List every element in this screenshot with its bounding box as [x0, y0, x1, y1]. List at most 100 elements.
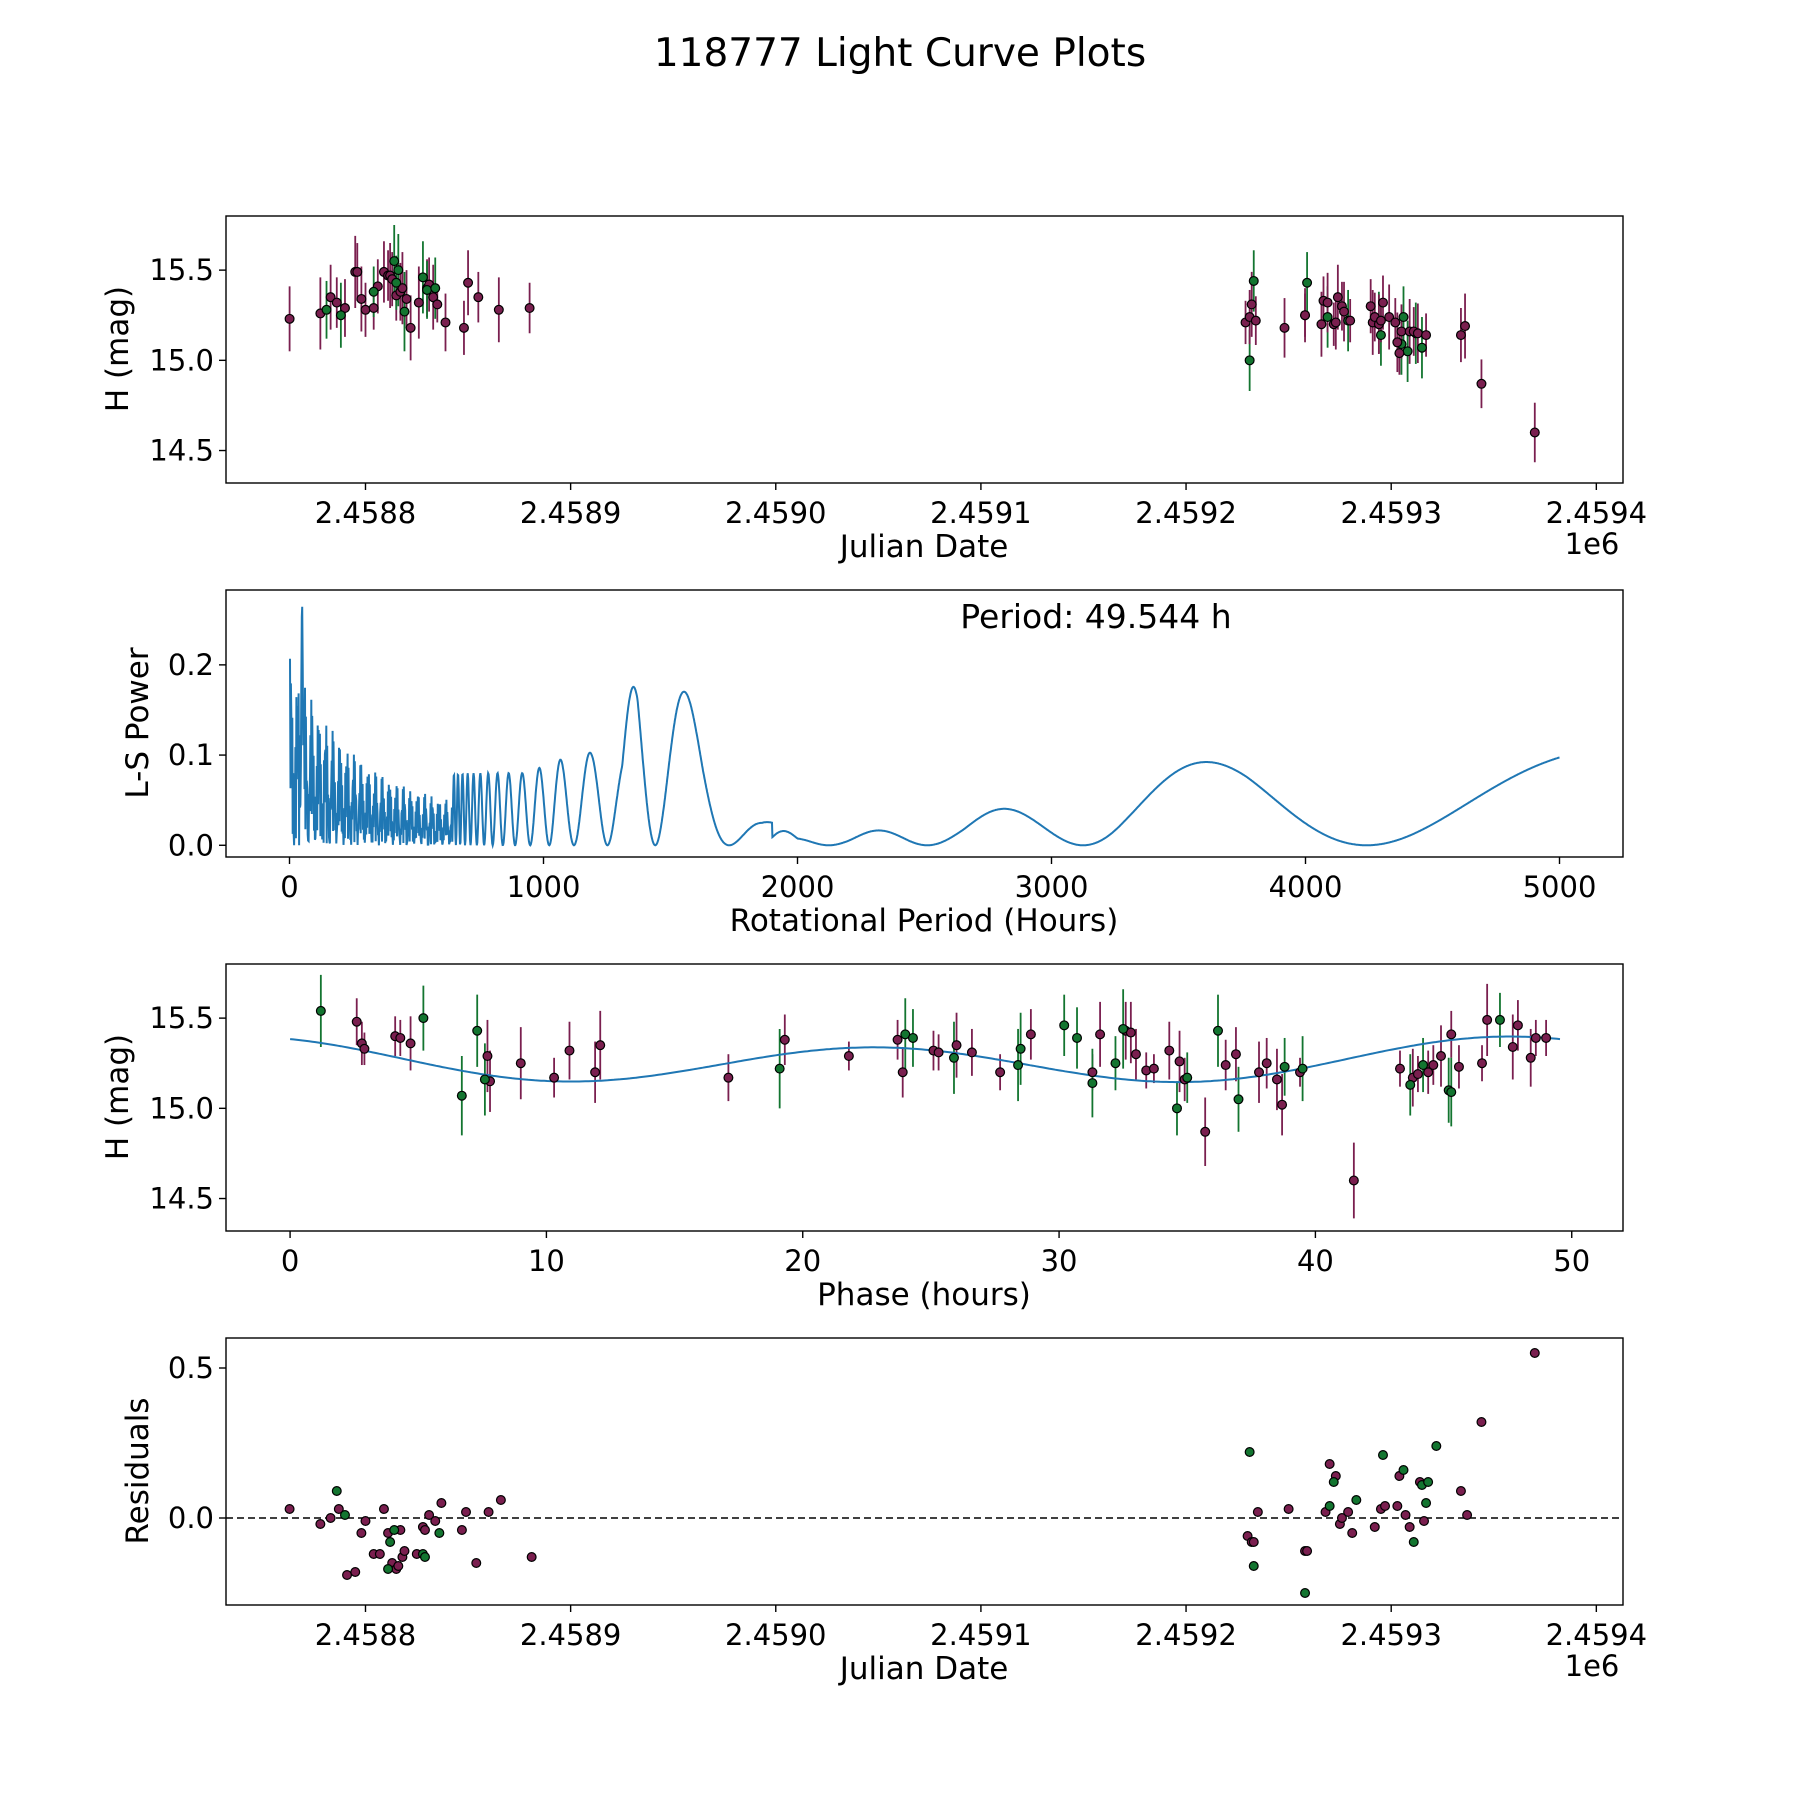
- g-band-residual: [339, 1509, 350, 1520]
- r-band-point: [590, 1067, 601, 1078]
- r-band-point: [482, 1051, 493, 1062]
- r-band-residual: [1336, 1512, 1347, 1523]
- periodogram-axes-frame: [225, 589, 1624, 858]
- r-band-point: [1512, 1020, 1523, 1031]
- x-tick-label: 2.4589: [520, 496, 621, 530]
- residuals-ticks: 2.4588 2.4589 2.4590 2.4591 2.4592 2.4593 2.45…: [168, 1351, 1647, 1652]
- x-tick-label: 2.4588: [315, 496, 416, 530]
- r-band-residual: [526, 1551, 537, 1562]
- r-band-point: [493, 304, 504, 315]
- r-band-point: [1477, 1058, 1488, 1069]
- r-band-point: [1148, 1063, 1159, 1074]
- g-band-point: [422, 284, 433, 295]
- g-band-point: [948, 1052, 959, 1063]
- r-band-residual: [436, 1497, 447, 1508]
- r-band-residual: [1529, 1347, 1540, 1358]
- r-band-point: [395, 1032, 406, 1043]
- r-band-point: [1396, 326, 1407, 337]
- g-band-point: [1375, 330, 1386, 341]
- g-band-point: [368, 286, 379, 297]
- r-band-point: [413, 297, 424, 308]
- r-band-point: [401, 293, 412, 304]
- r-band-point: [595, 1040, 606, 1051]
- r-band-point: [1541, 1032, 1552, 1043]
- g-band-point: [389, 256, 400, 267]
- phased-points: [290, 974, 1561, 1219]
- g-band-residual: [1324, 1500, 1335, 1511]
- g-band-point: [1171, 1103, 1182, 1114]
- phased-ticks: 0 10 20 30 40 50 14.5 15.0 15.5: [149, 1001, 1590, 1278]
- r-band-point: [1277, 1099, 1288, 1110]
- r-band-residual: [483, 1506, 494, 1517]
- g-band-point: [1398, 312, 1409, 323]
- r-band-point: [1348, 1175, 1359, 1186]
- g-band-residual: [1248, 1560, 1259, 1571]
- r-band-point: [284, 313, 295, 324]
- g-band-point: [1212, 1025, 1223, 1036]
- residuals-points: [226, 1347, 1623, 1598]
- x-tick-label: 2.4591: [930, 496, 1031, 530]
- y-tick-label: 0.2: [168, 648, 214, 682]
- r-band-point: [1377, 297, 1388, 308]
- r-band-residual: [1462, 1509, 1473, 1520]
- r-band-point: [368, 303, 379, 314]
- r-band-residual: [342, 1569, 353, 1580]
- x-tick-label: 5000: [1523, 870, 1597, 904]
- periodogram-annotation: Period: 49.544 h: [960, 597, 1231, 636]
- x-tick-label: 2.4590: [725, 1618, 826, 1652]
- g-band-point: [391, 277, 402, 288]
- r-band-residual: [1252, 1506, 1263, 1517]
- g-band-point: [774, 1063, 785, 1074]
- residuals-xlabel: Julian Date: [838, 1651, 1009, 1687]
- g-band-point: [1244, 355, 1255, 366]
- y-tick-label: 15.5: [149, 253, 214, 287]
- x-tick-label: 2.4593: [1340, 1618, 1441, 1652]
- r-band-residual: [461, 1506, 472, 1517]
- r-band-point: [1446, 1029, 1457, 1040]
- r-band-point: [397, 283, 408, 294]
- r-band-point: [1453, 1061, 1464, 1072]
- r-band-point: [966, 1047, 977, 1058]
- x-tick-label: 20: [784, 1244, 821, 1278]
- r-band-point: [1428, 1060, 1439, 1071]
- r-band-point: [1375, 315, 1386, 326]
- periodogram-ticks: 0 1000 2000 3000 4000 5000 0.0 0.1 0.2: [168, 648, 1597, 904]
- r-band-point: [352, 266, 363, 277]
- r-band-residual: [356, 1527, 367, 1538]
- r-band-residual: [1404, 1521, 1415, 1532]
- r-band-point: [1330, 317, 1341, 328]
- g-band-point: [399, 306, 410, 317]
- r-band-residual: [399, 1545, 410, 1556]
- x-tick-label: 10: [528, 1244, 565, 1278]
- g-band-point: [1402, 346, 1413, 357]
- r-band-point: [1174, 1056, 1185, 1067]
- lightcurve-axes-frame: [225, 215, 1624, 484]
- g-band-point: [1015, 1043, 1026, 1054]
- y-tick-label: 14.5: [149, 1182, 214, 1216]
- g-band-point: [315, 1005, 326, 1016]
- periodogram-ylabel: L-S Power: [120, 647, 156, 798]
- x-tick-label: 2.4589: [520, 1618, 621, 1652]
- x-tick-label: 2.4592: [1135, 496, 1236, 530]
- r-band-residual: [1302, 1545, 1313, 1556]
- r-band-residual: [1369, 1521, 1380, 1532]
- r-band-point: [458, 322, 469, 333]
- r-band-point: [1339, 306, 1350, 317]
- r-band-point: [1507, 1041, 1518, 1052]
- fit-curve: [290, 1035, 1561, 1084]
- g-band-point: [418, 1013, 429, 1024]
- y-tick-label: 15.0: [149, 1091, 214, 1125]
- r-band-point: [359, 1043, 370, 1054]
- g-band-residual: [331, 1485, 342, 1496]
- r-band-point: [723, 1072, 734, 1083]
- r-band-point: [356, 293, 367, 304]
- r-band-point: [843, 1051, 854, 1062]
- r-band-point: [1421, 330, 1432, 341]
- r-band-point: [463, 277, 474, 288]
- x-tick-label: 4000: [1269, 870, 1343, 904]
- r-band-point: [1164, 1045, 1175, 1056]
- g-band-point: [1059, 1020, 1070, 1031]
- r-band-point: [549, 1072, 560, 1083]
- phased-xlabel: Phase (hours): [817, 1277, 1031, 1313]
- g-band-residual: [1423, 1476, 1434, 1487]
